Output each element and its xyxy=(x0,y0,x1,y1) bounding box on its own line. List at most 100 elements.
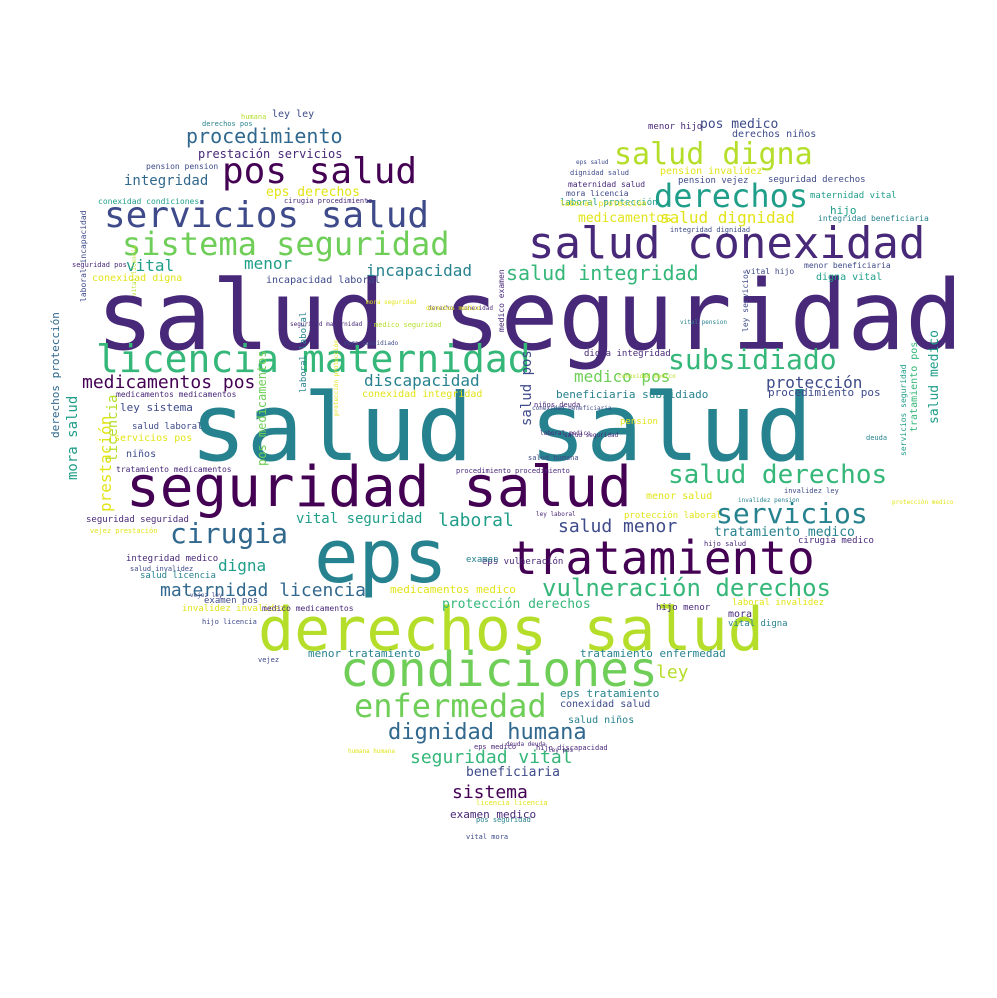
cloud-word: incapacidad xyxy=(366,261,472,280)
cloud-word: integridad beneficiaria xyxy=(818,214,929,223)
cloud-word: menor salud xyxy=(646,491,713,502)
cloud-word: medicamentos xyxy=(578,211,672,226)
cloud-word: tratamiento xyxy=(510,531,815,585)
cloud-word: incapacidad laboral xyxy=(266,275,381,286)
cloud-word: laboral incapacidad xyxy=(79,210,88,302)
cloud-word: salud integridad xyxy=(506,261,699,285)
cloud-word: menor beneficiaria xyxy=(804,261,891,270)
cloud-word: tratamiento medicamentos xyxy=(116,465,232,474)
cloud-word: derechos conexidad xyxy=(428,305,494,312)
cloud-word: mora salud xyxy=(65,395,81,480)
cloud-word: seguridad pos xyxy=(72,261,127,269)
cloud-word: enfermedad xyxy=(354,687,547,725)
cloud-word: mora licencia xyxy=(566,189,629,198)
cloud-word: seguridad maternidad xyxy=(290,321,363,328)
cloud-word: vital hijo xyxy=(746,267,795,276)
cloud-word: servicios pos xyxy=(114,433,193,444)
cloud-word: salud invalidez xyxy=(130,565,194,573)
cloud-word: derechos niños xyxy=(732,129,817,140)
cloud-word: ley servicios xyxy=(741,269,750,332)
cloud-word: condiciones xyxy=(340,642,658,698)
cloud-word: procedimiento procedimiento xyxy=(456,467,570,475)
cloud-word: maternidad salud xyxy=(568,180,646,189)
cloud-word: servicios seguridad xyxy=(899,364,908,456)
cloud-word: licencia xyxy=(105,394,121,462)
cloud-word: salud humana xyxy=(528,454,579,462)
cloud-word: cirugia xyxy=(170,517,289,550)
cloud-word: hijo menor xyxy=(656,603,711,613)
cloud-word: hijo discapacidad xyxy=(536,744,608,752)
cloud-word: vital pension xyxy=(680,319,727,326)
cloud-word: discapacidad xyxy=(364,371,480,390)
cloud-word: pos seguridad xyxy=(476,816,531,824)
cloud-word: eps tratamiento xyxy=(560,687,660,700)
cloud-word: mora subsidiado xyxy=(344,340,399,347)
cloud-word: medico seguridad xyxy=(374,321,442,329)
cloud-word: tratamiento pos xyxy=(909,341,920,432)
cloud-word: salud niños xyxy=(568,715,635,726)
cloud-word: medicamentos medicamentos xyxy=(116,390,237,399)
cloud-word: pos salud xyxy=(222,151,418,192)
cloud-word: medicamentos medico xyxy=(390,583,516,596)
cloud-word: niños deuda xyxy=(534,401,581,409)
cloud-word: cirugia medico xyxy=(798,536,874,546)
cloud-word: derechos protección xyxy=(49,312,62,438)
cloud-word: eps medico xyxy=(474,743,517,751)
cloud-word: pension vejez xyxy=(678,176,749,186)
cloud-word: medico examen xyxy=(497,269,506,332)
cloud-word: licencia licencia xyxy=(476,799,548,807)
cloud-word: medico medicamentos xyxy=(262,604,354,613)
cloud-word: pension pension xyxy=(146,162,219,171)
cloud-word: eps salud xyxy=(576,159,609,166)
cloud-word: protección xyxy=(766,373,863,392)
cloud-word: procedimiento pos xyxy=(768,386,881,399)
cloud-word: salud dignidad xyxy=(660,208,795,227)
cloud-word: conexidad beneficiaria xyxy=(532,405,612,412)
cloud-word: derechos medico xyxy=(426,305,481,312)
cloud-word: salud seguridad xyxy=(96,260,963,372)
cloud-word: pos medicamentos xyxy=(255,350,269,466)
cloud-word: beneficiaria subsidiado xyxy=(556,388,709,401)
cloud-word: sistema seguridad xyxy=(122,225,450,263)
cloud-word: vulneración derechos xyxy=(542,574,831,602)
cloud-word: seguridad derechos xyxy=(768,175,866,185)
cloud-word: protección laboral xyxy=(624,511,722,521)
cloud-word: conexidad digna xyxy=(92,273,183,284)
cloud-word: cirugia procedimiento xyxy=(284,197,373,205)
cloud-word: deuda xyxy=(866,434,888,442)
cloud-word: derechos pos xyxy=(202,120,253,128)
cloud-word: maternidad licencia xyxy=(160,580,366,601)
cloud-word: salud seguridad xyxy=(564,432,619,439)
cloud-word: vital seguridad xyxy=(296,511,423,527)
cloud-word: pension xyxy=(620,417,658,427)
cloud-word: hijo licencia xyxy=(202,618,257,626)
cloud-word: vejez xyxy=(258,656,280,664)
cloud-word: eps xyxy=(314,514,448,600)
cloud-word: laboral medico xyxy=(540,430,591,437)
cloud-word: examen medico xyxy=(450,808,537,821)
cloud-word: medico pos xyxy=(574,367,671,386)
cloud-word: digna vital xyxy=(816,272,883,283)
cloud-word: salud conexidad xyxy=(528,218,926,269)
cloud-word: dignidad humana xyxy=(388,720,587,745)
cloud-word: ley pos xyxy=(548,747,574,754)
cloud-word: hijo salud xyxy=(704,540,747,548)
cloud-word: mora xyxy=(728,609,753,620)
cloud-word: beneficiaria xyxy=(466,765,560,780)
cloud-word: conexidad salud xyxy=(560,699,651,710)
cloud-word: humana xyxy=(241,113,267,121)
cloud-word: ley xyxy=(656,662,689,683)
cloud-word: salud pos xyxy=(519,350,535,426)
cloud-word: servicios xyxy=(716,497,868,530)
cloud-word: mora seguridad xyxy=(366,299,417,306)
cloud-word: prestación servicios xyxy=(198,147,343,161)
cloud-word: seguridad salud xyxy=(126,455,632,520)
cloud-word: hijo xyxy=(830,204,857,217)
cloud-word: eps vulneración xyxy=(482,557,564,567)
cloud-word: vital xyxy=(126,256,175,275)
cloud-word: pos medico xyxy=(700,117,779,132)
cloud-word: salud derechos xyxy=(668,460,888,490)
cloud-word: protección derechos xyxy=(442,597,591,612)
cloud-word: maternidad vital xyxy=(810,191,897,201)
cloud-word: integridad xyxy=(124,173,209,189)
